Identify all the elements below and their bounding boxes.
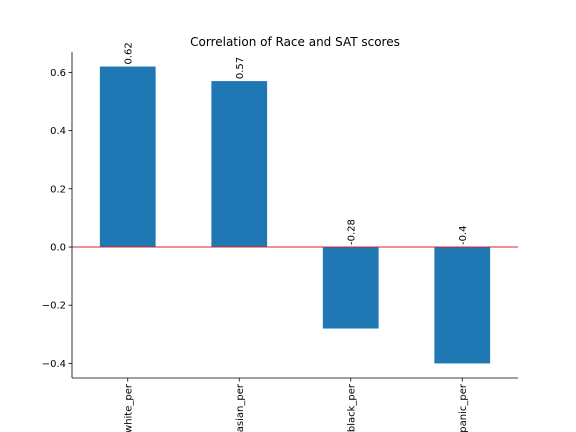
y-tick-label: 0.4 xyxy=(50,126,66,137)
x-tick-label: white_per xyxy=(123,383,134,432)
y-tick-label: 0.2 xyxy=(50,184,66,195)
x-tick-label: asian_per xyxy=(235,383,246,432)
bars xyxy=(99,66,491,364)
y-tick-label: −0.4 xyxy=(42,359,66,370)
bar-asian_per xyxy=(211,81,268,248)
y-tick-label: 0.0 xyxy=(50,243,66,254)
y-tick-label: 0.6 xyxy=(50,68,66,79)
x-tick-label: black_per xyxy=(346,383,357,432)
bar-hispanic_per xyxy=(434,247,491,364)
bar-white_per xyxy=(99,66,156,248)
y-axis: −0.4 −0.2 0.0 0.2 0.4 0.6 xyxy=(42,68,72,370)
bar-value-label: 0.57 xyxy=(235,57,246,79)
x-tick-label: hispanic_per xyxy=(458,383,469,432)
x-axis: white_per asian_per black_per hispanic_per xyxy=(123,378,469,432)
bar-black_per xyxy=(322,247,379,329)
bar-value-label: -0.28 xyxy=(346,219,357,245)
bar-value-label: 0.62 xyxy=(123,42,134,64)
y-tick-label: −0.2 xyxy=(42,301,66,312)
chart-title: Correlation of Race and SAT scores xyxy=(190,35,400,49)
bar-value-label: -0.4 xyxy=(458,226,469,246)
bar-labels: 0.62 0.57 -0.28 -0.4 xyxy=(123,42,469,245)
